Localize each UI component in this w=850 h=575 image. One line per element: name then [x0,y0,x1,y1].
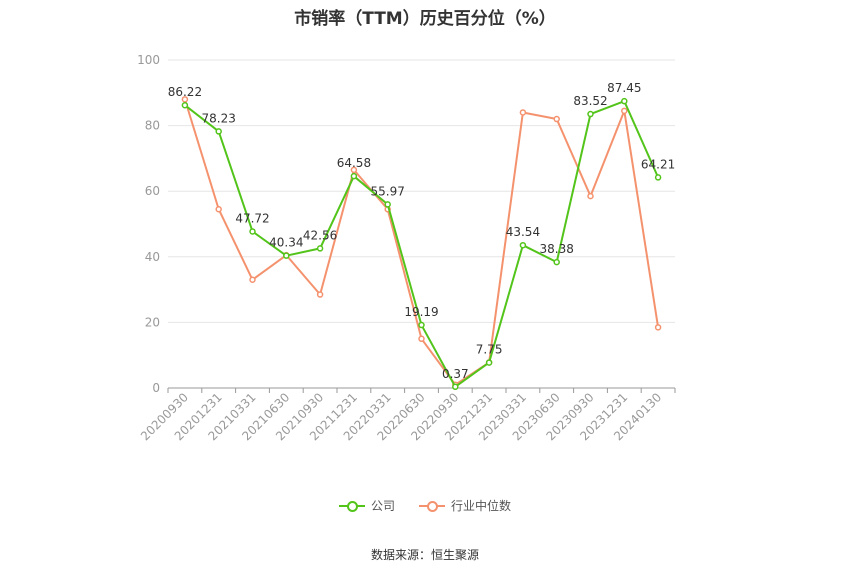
legend-item-company[interactable]: 公司 [338,497,395,514]
legend-line-company [338,500,365,512]
legend-line-industry-median [419,500,445,512]
legend-label-company: 公司 [370,499,395,513]
point-industry-median [350,166,358,174]
legend-item-industry-median[interactable]: 行业中位数 [419,497,511,514]
point-company [485,359,493,366]
legend-label-industry-median: 行业中位数 [451,499,512,513]
data-label-company: 19.19 [404,305,438,319]
data-label-company: 0.37 [442,367,469,381]
point-industry-median [418,335,425,343]
point-company [181,101,189,109]
y-tick-label: 100 [137,53,160,67]
point-industry-median [215,205,222,213]
legend: 公司 行业中位数 [0,497,850,514]
data-label-company: 78.23 [202,111,236,125]
point-industry-median [249,276,256,284]
point-industry-median [181,96,189,103]
data-source: 数据来源：恒生聚源 [370,548,479,562]
data-label-company: 83.52 [573,94,607,108]
series [181,96,662,391]
point-company [350,172,358,180]
point-industry-median [553,115,560,123]
point-company [452,383,459,391]
point-industry-median [316,291,324,298]
data-label-company: 40.34 [269,236,303,250]
y-tick-label: 40 [145,250,160,264]
point-company [283,252,290,259]
data-label-company: 42.56 [303,228,337,242]
data-label-company: 55.97 [371,184,405,198]
series-line-company [184,100,660,388]
point-industry-median [621,107,628,115]
data-label-company: 38.38 [540,242,574,256]
legend-marker-industry-median [427,500,438,512]
data-label-company: 43.54 [506,225,540,239]
point-company [316,245,324,252]
point-industry-median [654,324,662,331]
y-tick-label: 60 [145,184,160,198]
point-company [215,128,222,135]
y-tick-label: 80 [145,119,160,133]
chart-title: 市销率（TTM）历史百分位（%） [294,9,556,29]
data-label-company: 7.75 [476,343,503,357]
data-label-company: 64.58 [337,156,371,170]
point-company [553,258,560,266]
data-label-company: 64.21 [641,157,675,171]
point-company [249,228,256,235]
data-label-company: 86.22 [168,85,202,99]
y-tick-label: 0 [152,381,160,395]
legend-marker-company [346,500,358,512]
point-company [654,174,662,181]
data-label-company: 47.72 [235,211,269,225]
point-company [621,97,628,105]
data-label-company: 87.45 [607,81,641,95]
point-company [418,321,425,329]
point-industry-median [519,109,527,116]
y-tick-label: 20 [145,315,160,329]
point-company [384,201,391,208]
point-industry-median [587,192,594,200]
point-company [519,241,527,249]
point-company [587,110,594,118]
